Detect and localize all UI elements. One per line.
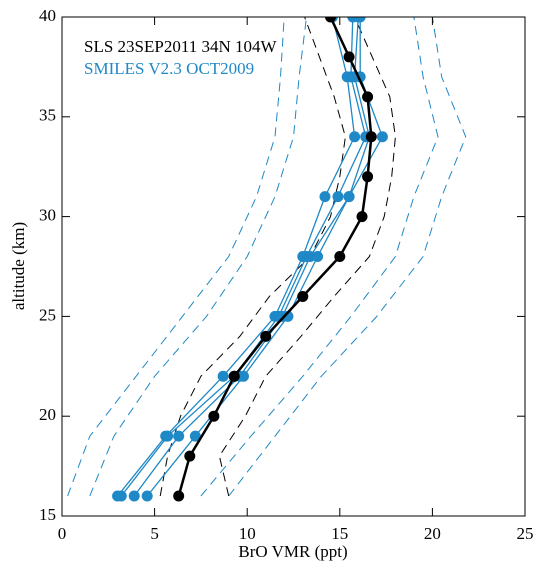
y-tick-label: 25 <box>39 305 56 324</box>
profile-marker <box>343 191 355 203</box>
profile-marker <box>343 51 355 63</box>
profile-marker <box>376 131 388 143</box>
profile-marker <box>297 290 309 302</box>
annotation: SMILES V2.3 OCT2009 <box>84 59 254 78</box>
profile-marker <box>208 410 220 422</box>
profile-marker <box>365 131 377 143</box>
x-tick-label: 15 <box>331 524 348 543</box>
profile-marker <box>332 191 344 203</box>
profile-marker <box>362 171 374 183</box>
x-tick-label: 20 <box>424 524 441 543</box>
y-tick-label: 15 <box>39 505 56 524</box>
range-line <box>218 17 396 497</box>
profile-marker <box>217 370 229 382</box>
y-axis-label: altitude (km) <box>9 222 28 310</box>
profile-marker <box>319 191 331 203</box>
profile-marker <box>356 211 368 223</box>
profile-marker <box>334 251 346 263</box>
x-axis-label: BrO VMR (ppt) <box>238 542 347 561</box>
y-tick-label: 30 <box>39 206 56 225</box>
x-tick-label: 5 <box>150 524 159 543</box>
profile-marker <box>228 370 240 382</box>
y-tick-label: 40 <box>39 6 56 25</box>
y-tick-label: 35 <box>39 106 56 125</box>
x-tick-label: 25 <box>517 524 534 543</box>
profile-marker <box>184 450 196 462</box>
y-tick-label: 20 <box>39 405 56 424</box>
range-line <box>228 17 467 497</box>
profile-marker <box>141 490 153 502</box>
profile-marker <box>128 490 140 502</box>
range-line <box>89 17 307 497</box>
annotation: SLS 23SEP2011 34N 104W <box>84 37 277 56</box>
profile-marker <box>162 430 174 442</box>
profile-marker <box>173 490 185 502</box>
plot-area <box>67 17 467 502</box>
profile-marker <box>173 430 185 442</box>
profile-marker <box>260 330 272 342</box>
range-line <box>200 17 439 497</box>
range-line <box>67 17 285 497</box>
profile-marker <box>189 430 201 442</box>
profile-marker <box>354 17 366 23</box>
profile-marker <box>312 251 324 263</box>
x-tick-label: 10 <box>239 524 256 543</box>
profile-marker <box>237 370 249 382</box>
profile-marker <box>349 131 361 143</box>
plot-frame <box>61 16 526 517</box>
profile-line <box>133 17 371 497</box>
profile-line <box>146 17 384 497</box>
profile-marker <box>115 490 127 502</box>
profile-line <box>120 17 367 497</box>
x-tick-label: 0 <box>58 524 67 543</box>
profile-marker <box>362 91 374 103</box>
profile-marker <box>325 17 337 23</box>
